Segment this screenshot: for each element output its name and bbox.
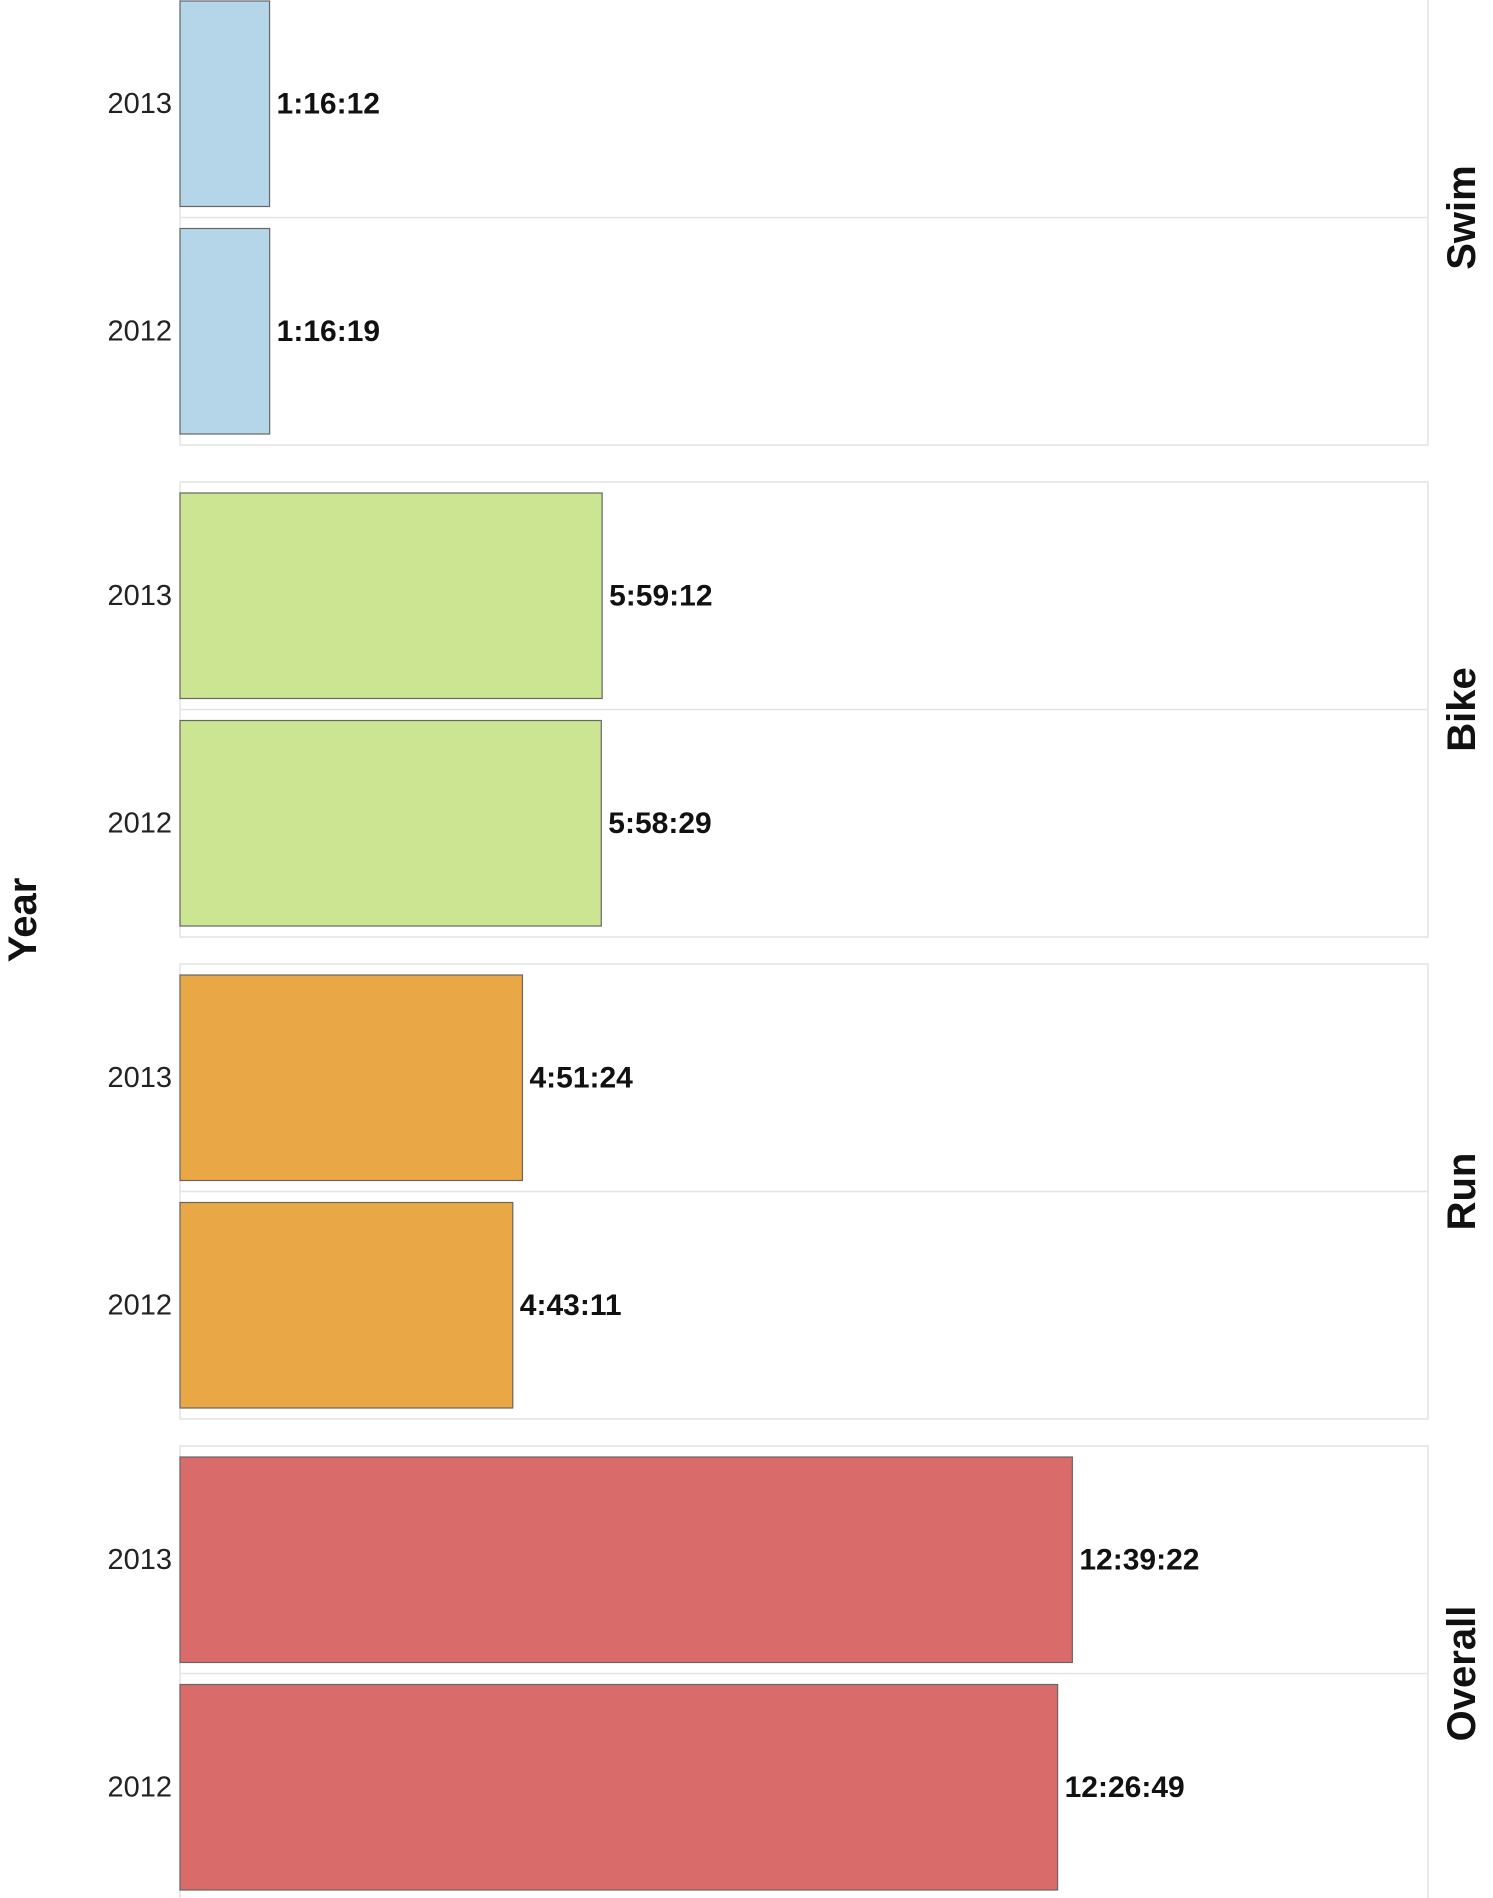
category-label-run-2012: 2012	[107, 1289, 172, 1321]
value-label-swim-2012: 1:16:19	[277, 315, 380, 348]
value-label-swim-2013: 1:16:12	[277, 87, 380, 120]
bar-swim-2013	[179, 0, 271, 208]
category-label-run-2013: 2013	[107, 1062, 172, 1094]
panel-run: 2013 4:51:24 2012 4:43:11 Run	[107, 963, 1484, 1420]
bar-bike-2013	[179, 492, 603, 700]
bar-run-2012	[179, 1201, 514, 1409]
facet-label-bike: Bike	[1440, 667, 1484, 752]
category-label-bike-2013: 2013	[107, 580, 172, 612]
panel-frame-swim	[179, 0, 1429, 446]
bar-bike-2012	[179, 719, 602, 927]
panel-bike: 2013 5:59:12 2012 5:58:29 Bike	[107, 481, 1484, 938]
category-label-swim-2012: 2012	[107, 315, 172, 347]
value-label-overall-2012: 12:26:49	[1065, 1771, 1185, 1804]
facet-label-swim: Swim	[1440, 165, 1484, 269]
category-label-overall-2013: 2013	[107, 1544, 172, 1576]
panel-overall: 2013 12:39:22 2012 12:26:49 Overall	[107, 1445, 1484, 1898]
bar-swim-2012	[179, 227, 271, 435]
category-label-bike-2012: 2012	[107, 807, 172, 839]
y-axis-title: Year	[1, 878, 45, 963]
category-label-swim-2013: 2013	[107, 88, 172, 120]
value-label-bike-2012: 5:58:29	[608, 807, 711, 840]
value-label-run-2012: 4:43:11	[520, 1289, 622, 1322]
facet-label-overall: Overall	[1440, 1606, 1484, 1742]
value-label-run-2013: 4:51:24	[529, 1061, 633, 1094]
bar-run-2013	[179, 974, 524, 1182]
bar-overall-2012	[179, 1683, 1059, 1891]
bar-overall-2013	[179, 1456, 1073, 1664]
panel-swim: 2013 1:16:12 2012 1:16:19 Swim	[107, 0, 1484, 446]
category-label-overall-2012: 2012	[107, 1771, 172, 1803]
facet-label-run: Run	[1440, 1153, 1484, 1231]
value-label-overall-2013: 12:39:22	[1079, 1543, 1199, 1576]
value-label-bike-2013: 5:59:12	[609, 579, 712, 612]
